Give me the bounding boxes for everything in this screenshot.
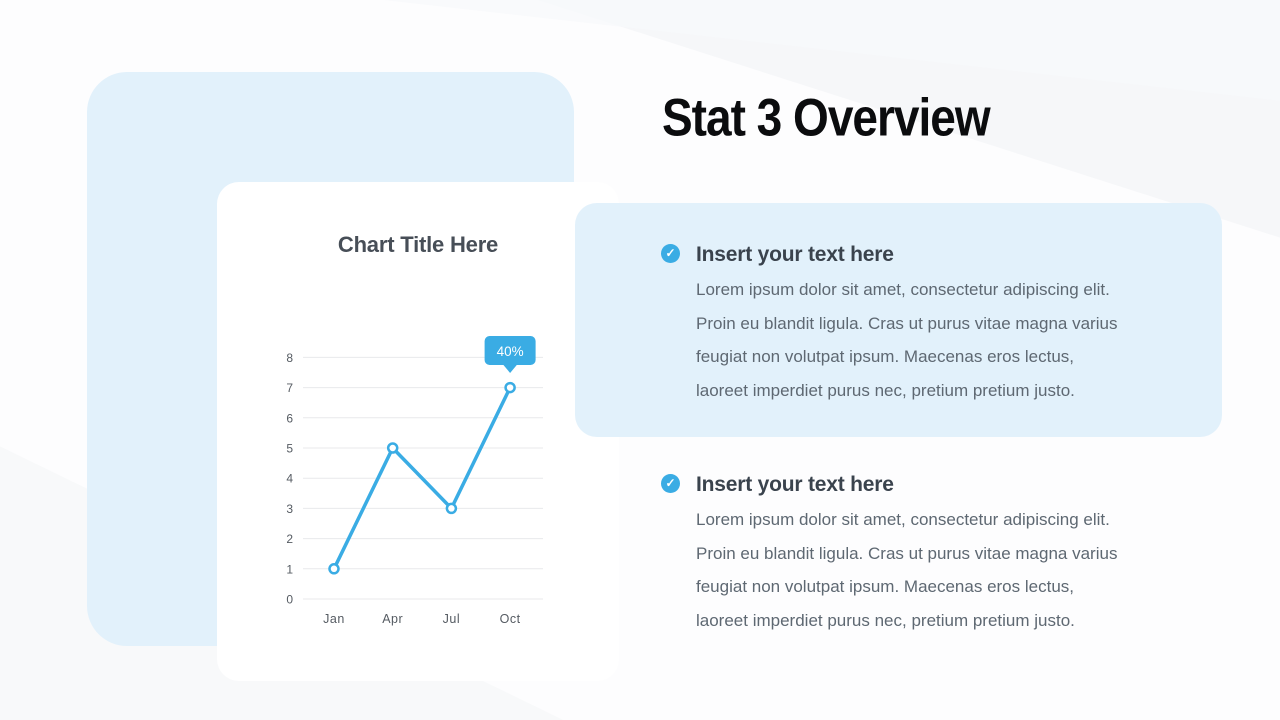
chart-card: Chart Title Here 0 1 2 3 4 5 6 7 8 Jan Apr Jul Oct 40…	[217, 182, 619, 681]
svg-text:3: 3	[286, 502, 293, 516]
chart-panel: Chart Title Here 0 1 2 3 4 5 6 7 8 Jan Apr Jul Oct 40…	[87, 72, 619, 681]
section-highlight-box	[575, 203, 1222, 437]
svg-text:8: 8	[286, 351, 293, 365]
svg-text:2: 2	[286, 532, 293, 546]
section-heading: Insert your text here	[696, 243, 894, 266]
svg-text:Apr: Apr	[382, 612, 403, 626]
svg-text:6: 6	[286, 411, 293, 425]
chart-tooltip-label: 40%	[497, 344, 524, 359]
line-chart: 0 1 2 3 4 5 6 7 8 Jan Apr Jul Oct 40%	[286, 336, 543, 626]
check-circle-icon: ✓	[661, 244, 680, 263]
page-title: Stat 3 Overview	[662, 87, 991, 147]
svg-text:5: 5	[286, 442, 293, 456]
svg-text:Jul: Jul	[443, 612, 460, 626]
svg-text:1: 1	[286, 562, 293, 576]
svg-text:0: 0	[286, 593, 293, 607]
svg-text:Oct: Oct	[500, 612, 521, 626]
svg-text:7: 7	[286, 381, 293, 395]
svg-text:4: 4	[286, 472, 293, 486]
section-heading: Insert your text here	[696, 473, 894, 496]
section-body: Lorem ipsum dolor sit amet, consectetur …	[696, 510, 1118, 630]
check-circle-icon: ✓	[661, 474, 680, 493]
section-body: Lorem ipsum dolor sit amet, consectetur …	[696, 280, 1118, 400]
chart-title: Chart Title Here	[337, 232, 499, 257]
svg-text:Jan: Jan	[323, 612, 345, 626]
